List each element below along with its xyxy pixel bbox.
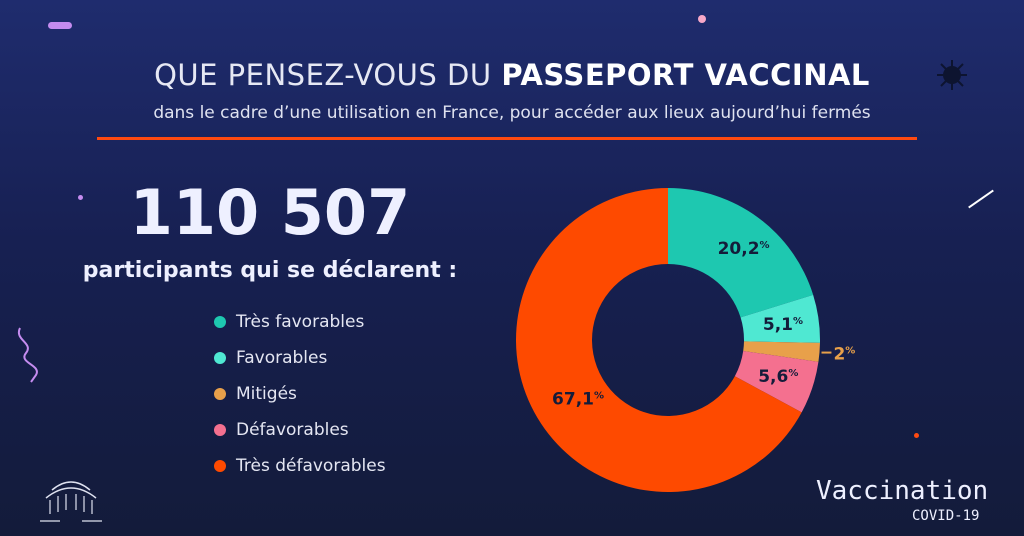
slice-label: 5,6% — [758, 367, 798, 387]
building-logo-icon — [40, 481, 102, 522]
legend-item: Très favorables — [214, 312, 364, 332]
participants-count: 110 507 — [129, 176, 411, 249]
slice-value: 5,6 — [758, 367, 788, 387]
slice-label: 5,1% — [763, 315, 803, 335]
donut-slice — [516, 188, 802, 492]
virus-icon — [937, 60, 967, 90]
donut-slice — [740, 294, 820, 343]
legend-label: Très défavorables — [236, 456, 386, 476]
slice-value: 2 — [833, 345, 845, 365]
decor-squiggle — [17, 327, 38, 383]
legend-label: Favorables — [236, 348, 328, 368]
legend-swatch — [214, 316, 226, 328]
decor-dot — [914, 433, 919, 438]
slice-value: 20,2 — [718, 239, 760, 259]
legend-item: Défavorables — [214, 420, 349, 440]
legend-swatch — [214, 388, 226, 400]
legend-item: Très défavorables — [214, 456, 386, 476]
decor-dot — [698, 15, 706, 23]
brand-name: Vaccination — [816, 476, 989, 506]
legend-label: Défavorables — [236, 420, 349, 440]
decor-dot — [78, 195, 83, 200]
brand-subtitle: COVID-19 — [912, 508, 980, 524]
divider — [97, 137, 917, 140]
slice-label: 20,2% — [718, 239, 770, 259]
donut-slice — [734, 350, 819, 413]
slice-value: 5,1 — [763, 315, 793, 335]
page-subtitle: dans le cadre d’une utilisation en Franc… — [153, 103, 871, 123]
legend-swatch — [214, 424, 226, 436]
page-title: QUE PENSEZ-VOUS DU PASSEPORT VACCINAL — [154, 58, 870, 92]
legend-swatch — [214, 352, 226, 364]
legend-item: Favorables — [214, 348, 327, 368]
slice-label: 67,1% — [552, 389, 604, 409]
donut-slice — [743, 341, 820, 362]
participants-label: participants qui se déclarent : — [82, 258, 458, 283]
donut-slice — [668, 188, 814, 318]
slice-value: 67,1 — [552, 389, 594, 409]
slice-label: 2% — [833, 345, 855, 365]
decor-pill — [48, 22, 72, 29]
legend-swatch — [214, 460, 226, 472]
legend-item: Mitigés — [214, 384, 297, 404]
legend-label: Très favorables — [236, 312, 365, 332]
legend-label: Mitigés — [236, 384, 297, 404]
